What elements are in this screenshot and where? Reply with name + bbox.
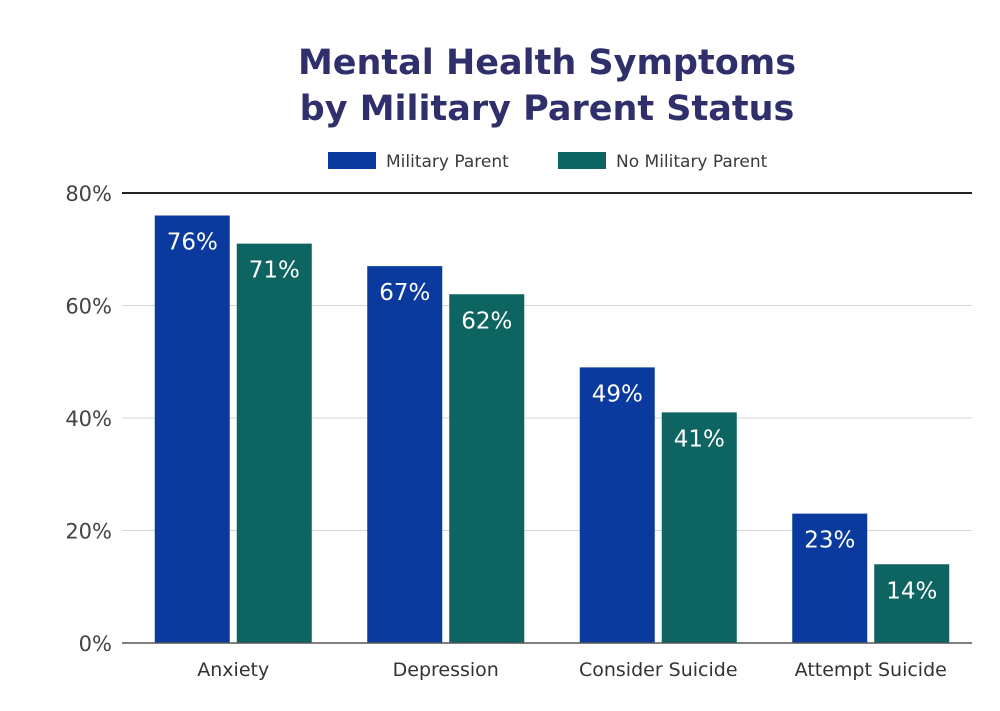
- x-tick-label-anxiety: Anxiety: [197, 659, 269, 681]
- data-label-anxiety-military-parent: 76%: [167, 230, 218, 256]
- x-tick-label-consider-suicide: Consider Suicide: [579, 659, 738, 681]
- data-label-anxiety-no-military-parent: 71%: [249, 258, 300, 284]
- bar-anxiety-military-parent: [154, 215, 230, 643]
- y-tick-label-40: 40%: [65, 407, 112, 431]
- y-axis-tick-labels: 0% 20% 40% 60% 80%: [65, 182, 112, 656]
- data-label-depression-military-parent: 67%: [379, 280, 430, 306]
- data-label-consider-suicide-no-military-parent: 41%: [674, 426, 725, 452]
- data-label-consider-suicide-military-parent: 49%: [592, 381, 643, 407]
- bar-consider-suicide-no-military-parent: [661, 412, 737, 643]
- y-tick-label-60: 60%: [65, 295, 112, 319]
- chart-title-line-1: Mental Health Symptoms: [298, 43, 796, 83]
- y-tick-label-80: 80%: [65, 182, 112, 206]
- bar-depression-no-military-parent: [449, 294, 525, 643]
- legend: Military Parent No Military Parent: [328, 152, 768, 172]
- chart-title-line-2: by Military Parent Status: [300, 89, 795, 129]
- bar-attempt-suicide-no-military-parent: [874, 564, 950, 643]
- bars: [154, 215, 950, 643]
- bar-anxiety-no-military-parent: [236, 243, 312, 643]
- legend-label-no-military-parent: No Military Parent: [616, 152, 768, 172]
- data-label-attempt-suicide-no-military-parent: 14%: [886, 578, 937, 604]
- legend-swatch-military-parent: [328, 152, 376, 169]
- bar-attempt-suicide-military-parent: [792, 513, 868, 643]
- legend-label-military-parent: Military Parent: [386, 152, 509, 172]
- x-axis-category-labels: Anxiety Depression Consider Suicide Attempt…: [197, 659, 947, 681]
- x-tick-label-attempt-suicide: Attempt Suicide: [795, 659, 947, 681]
- bar-consider-suicide-military-parent: [579, 367, 655, 643]
- y-tick-label-0: 0%: [79, 632, 112, 656]
- y-tick-label-20: 20%: [65, 520, 112, 544]
- x-tick-label-depression: Depression: [393, 659, 499, 681]
- legend-swatch-no-military-parent: [558, 152, 606, 169]
- data-labels: 76% 71% 67% 62% 49% 41% 23% 14%: [167, 230, 938, 605]
- chart-title: Mental Health Symptoms by Military Paren…: [298, 43, 796, 129]
- bar-depression-military-parent: [367, 266, 443, 643]
- data-label-depression-no-military-parent: 62%: [461, 308, 512, 334]
- data-label-attempt-suicide-military-parent: 23%: [804, 528, 855, 554]
